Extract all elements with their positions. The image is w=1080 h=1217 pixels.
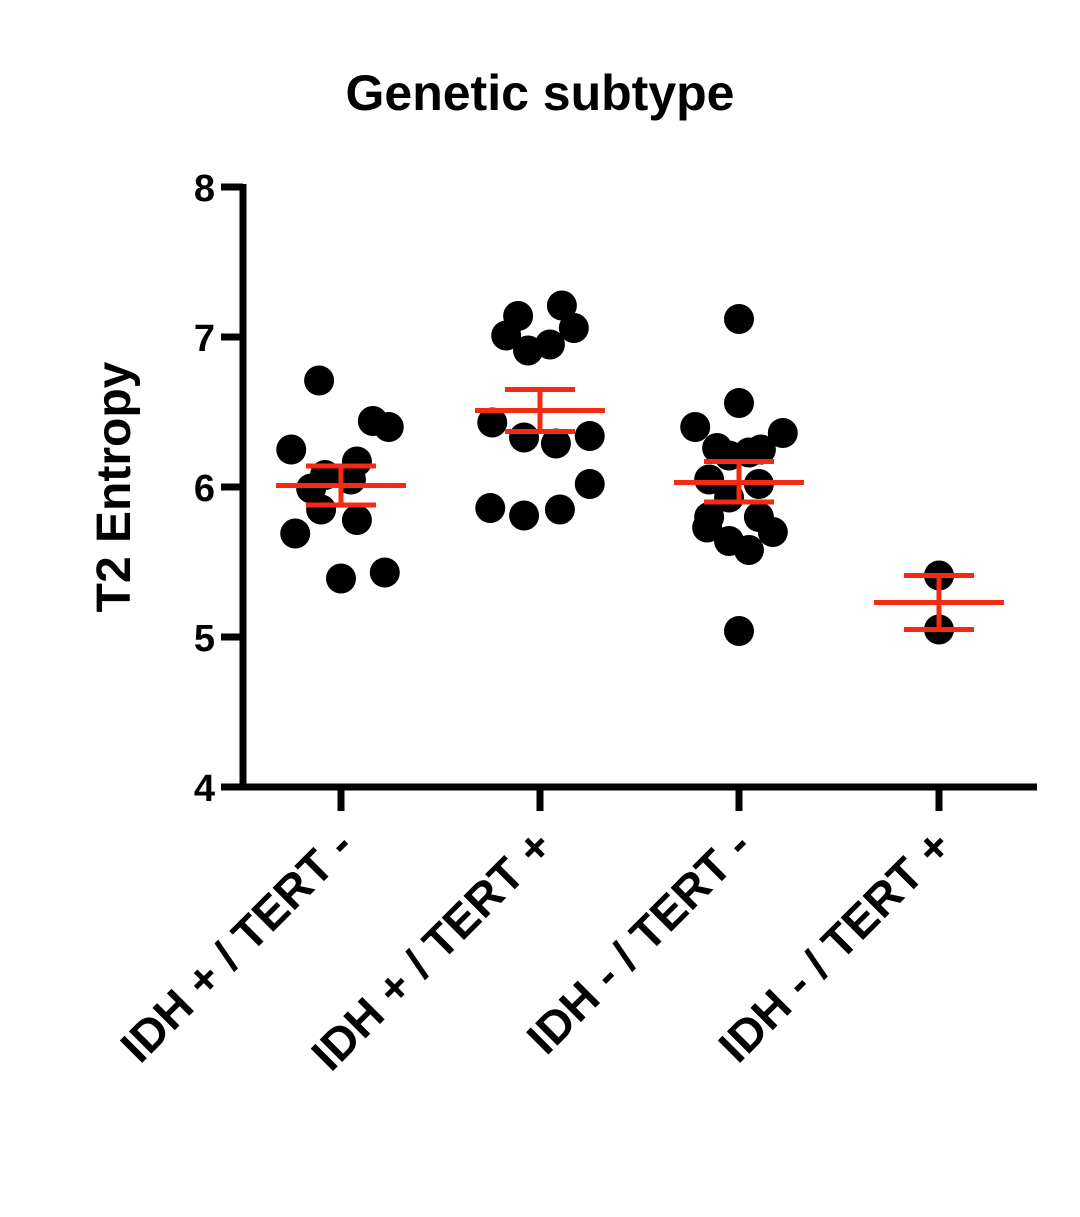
data-point	[477, 407, 508, 438]
data-point	[544, 494, 575, 525]
data-point	[724, 388, 754, 418]
chart-title: Genetic subtype	[346, 65, 735, 121]
y-tick-label: 8	[194, 168, 215, 210]
data-point	[767, 418, 798, 448]
data-points	[276, 290, 954, 646]
data-point	[475, 493, 506, 523]
data-point	[341, 505, 372, 535]
y-tick-label: 4	[194, 768, 215, 810]
data-point	[745, 434, 776, 465]
data-point	[509, 422, 540, 453]
data-point	[680, 412, 711, 442]
data-point	[373, 412, 404, 442]
y-axis-label: T2 Entropy	[88, 361, 141, 612]
y-tick-label: 5	[194, 618, 215, 660]
data-point	[509, 500, 540, 531]
data-point	[574, 421, 605, 451]
y-tick-label: 6	[194, 468, 215, 510]
data-point	[694, 464, 725, 495]
data-point	[574, 469, 605, 499]
data-point	[513, 335, 544, 366]
data-point	[280, 518, 311, 549]
mean-sem-bars	[276, 387, 1004, 632]
data-point	[558, 313, 589, 343]
data-point	[369, 557, 400, 588]
y-tick-label: 7	[194, 318, 215, 360]
data-point	[304, 365, 335, 396]
data-point	[757, 517, 788, 547]
data-point	[540, 428, 571, 459]
data-point	[306, 494, 337, 525]
data-point	[733, 535, 764, 565]
data-point	[692, 512, 723, 543]
data-point	[276, 434, 307, 465]
axes	[221, 183, 1037, 811]
data-point	[491, 320, 522, 351]
data-point	[724, 304, 754, 334]
data-point	[546, 290, 577, 321]
data-point	[724, 616, 754, 646]
data-point	[326, 563, 356, 594]
